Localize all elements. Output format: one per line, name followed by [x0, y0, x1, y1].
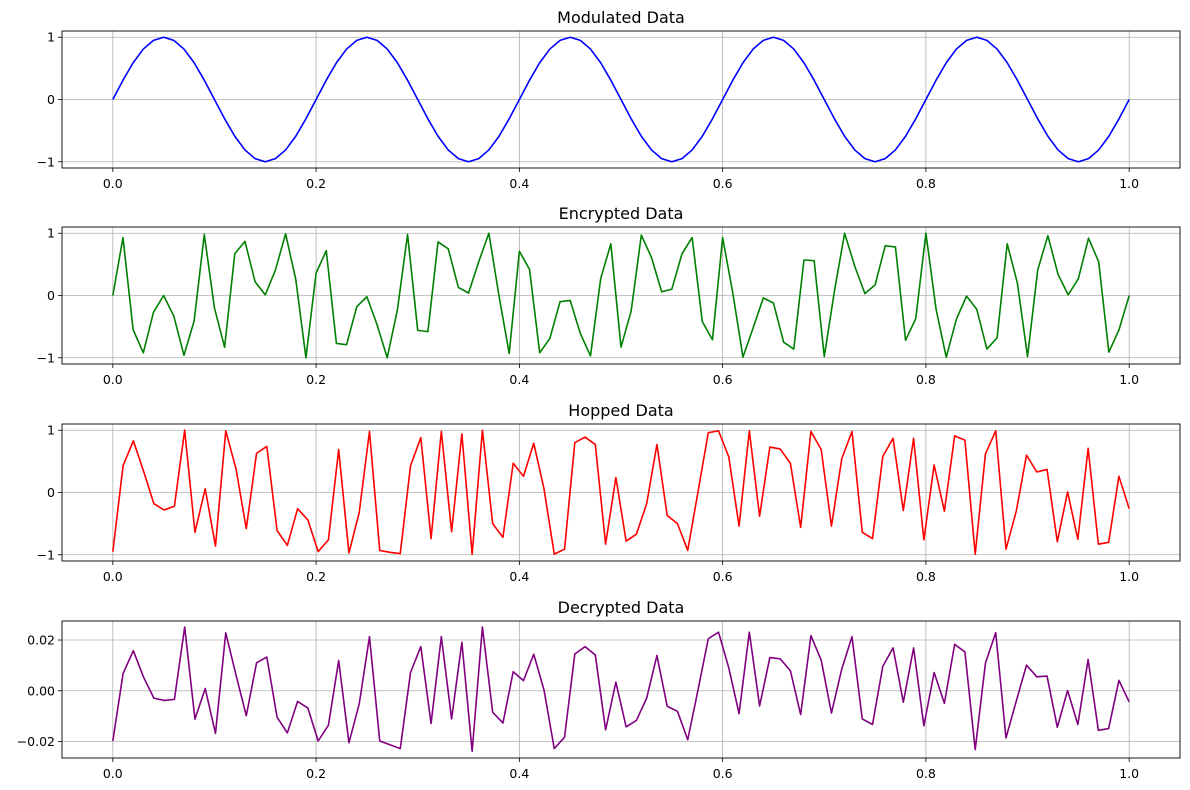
- subplot-4: Decrypted Data 0.0 0.2 0.4 0.6 0.8 1.0 0.02 0.00…: [17, 598, 1181, 781]
- series-line: [112, 626, 1130, 752]
- subplot-title: Hopped Data: [568, 401, 673, 420]
- x-tick-label: 0.0: [103, 176, 123, 191]
- x-tick-label: 0.2: [306, 766, 326, 781]
- y-tick-label: 0.00: [27, 683, 55, 698]
- x-tick-label: 0.8: [916, 176, 936, 191]
- x-tick-label: 0.4: [509, 766, 529, 781]
- axes-frame: [61, 226, 1181, 365]
- x-tick-label: 0.6: [713, 569, 733, 584]
- subplot-1: Modulated Data 0.0 0.2 0.4 0.6 0.8 1.0 1 0 −1: [37, 8, 1181, 191]
- y-tick-label: 1: [47, 423, 55, 438]
- x-tick-label: 0.6: [713, 176, 733, 191]
- x-tick-label: 1.0: [1119, 766, 1139, 781]
- x-tick-label: 0.6: [713, 372, 733, 387]
- x-tick-label: 0.2: [306, 176, 326, 191]
- subplot-title: Modulated Data: [557, 8, 685, 27]
- series-line: [112, 429, 1130, 555]
- y-tick-label: 1: [47, 226, 55, 241]
- y-tick-label: −1: [37, 154, 55, 169]
- x-tick-label: 0.0: [103, 766, 123, 781]
- x-tick-label: 1.0: [1119, 176, 1139, 191]
- series-line: [112, 36, 1130, 163]
- subplot-3: Hopped Data 0.0 0.2 0.4 0.6 0.8 1.0 1 0 −1: [37, 401, 1181, 584]
- x-tick-label: 0.2: [306, 569, 326, 584]
- x-tick-label: 1.0: [1119, 569, 1139, 584]
- y-tick-label: −0.02: [17, 734, 55, 749]
- y-tick-label: −1: [37, 547, 55, 562]
- x-tick-label: 0.8: [916, 372, 936, 387]
- axes-frame: [61, 30, 1181, 169]
- x-tick-label: 0.8: [916, 569, 936, 584]
- y-tick-label: 0: [47, 288, 55, 303]
- y-tick-label: 0: [47, 92, 55, 107]
- axes-frame: [61, 423, 1181, 562]
- y-tick-label: 1: [47, 30, 55, 45]
- subplot-title: Decrypted Data: [558, 598, 685, 617]
- x-tick-label: 0.4: [509, 176, 529, 191]
- series-line: [112, 232, 1130, 359]
- axes-frame: [61, 620, 1181, 759]
- y-tick-label: 0: [47, 485, 55, 500]
- y-tick-label: −1: [37, 350, 55, 365]
- x-tick-label: 0.6: [713, 766, 733, 781]
- x-tick-label: 0.2: [306, 372, 326, 387]
- x-tick-label: 0.4: [509, 569, 529, 584]
- x-tick-label: 0.4: [509, 372, 529, 387]
- x-tick-label: 1.0: [1119, 372, 1139, 387]
- x-tick-label: 0.0: [103, 372, 123, 387]
- subplot-title: Encrypted Data: [559, 204, 684, 223]
- x-tick-label: 0.0: [103, 569, 123, 584]
- y-tick-label: 0.02: [27, 633, 55, 648]
- x-tick-label: 0.8: [916, 766, 936, 781]
- subplot-2: Encrypted Data 0.0 0.2 0.4 0.6 0.8 1.0 1 0 −1: [37, 204, 1181, 387]
